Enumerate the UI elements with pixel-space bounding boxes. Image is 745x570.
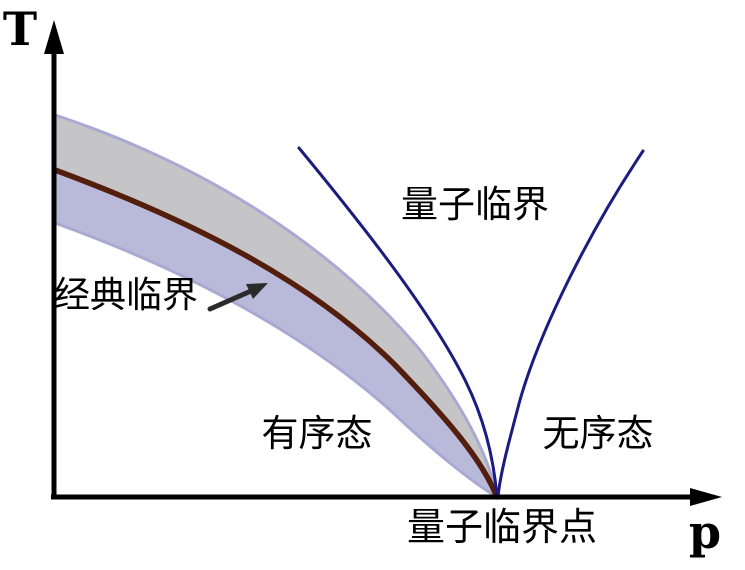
quantum-critical-point-label: 量子临界点 <box>407 505 597 549</box>
classical-critical-arrowhead-icon <box>246 283 268 299</box>
band-top-edge-line <box>53 113 499 499</box>
band-bottom-edge-line <box>53 221 499 499</box>
y-axis-arrowhead-icon <box>44 20 64 54</box>
disordered-state-label: 无序态 <box>543 412 654 455</box>
classical-critical-label: 经典临界 <box>54 275 198 316</box>
x-axis-label: p <box>689 505 721 559</box>
fan-right-curve <box>496 149 645 499</box>
x-axis-arrowhead-icon <box>690 488 722 506</box>
band-upper-region <box>55 115 497 497</box>
classical-critical-arrow-shaft <box>207 288 254 312</box>
ordered-state-label: 有序态 <box>262 412 373 455</box>
phase-boundary-curve <box>52 167 500 500</box>
band-lower-region <box>55 170 497 497</box>
quantum-critical-label: 量子临界 <box>401 183 549 226</box>
fan-left-curve <box>297 146 499 499</box>
y-axis-label: T <box>3 2 37 56</box>
